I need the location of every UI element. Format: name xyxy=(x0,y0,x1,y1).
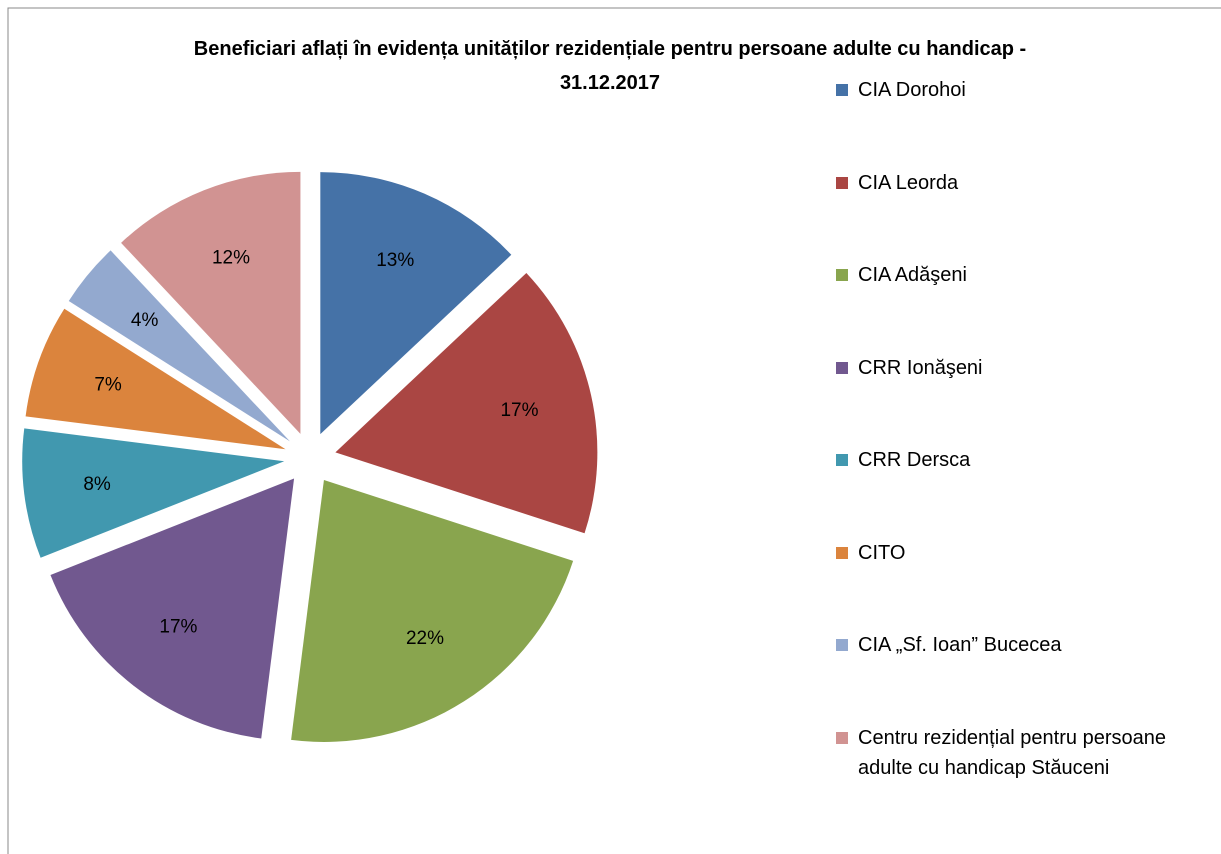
legend-swatch xyxy=(836,546,848,559)
legend-label: CIA Leorda xyxy=(858,171,959,194)
pie-slice xyxy=(22,428,285,558)
data-label: 22% xyxy=(406,628,444,649)
legend-swatch xyxy=(836,454,848,466)
legend-label: CRR Ionăşeni xyxy=(858,356,983,379)
data-label: 8% xyxy=(83,474,111,495)
data-label: 17% xyxy=(159,617,197,638)
pie-slice xyxy=(320,172,512,435)
pie-slice xyxy=(68,250,290,442)
data-label: 12% xyxy=(212,247,250,268)
legend-label: Centru rezidențial pentru persoane adult… xyxy=(858,726,1166,779)
legend-label: CIA Adăşeni xyxy=(858,264,967,286)
legend-swatch xyxy=(836,639,848,651)
legend-label: CIA „Sf. Ioan” Bucecea xyxy=(858,634,1062,656)
data-label: 13% xyxy=(376,250,414,271)
legend-swatch xyxy=(836,176,848,189)
pie-slice xyxy=(50,478,295,739)
legend-label: CITO xyxy=(858,541,906,564)
chart-title: Beneficiari aflați în evidența unitățilo… xyxy=(193,38,1027,94)
legend-label: CIA Dorohoi xyxy=(858,79,966,101)
data-label: 4% xyxy=(131,310,159,331)
pie-slice xyxy=(335,272,598,534)
legend-swatch xyxy=(836,84,848,96)
data-label: 17% xyxy=(500,400,538,421)
data-label: 7% xyxy=(94,374,122,395)
pie-slice xyxy=(291,479,574,742)
legend-swatch xyxy=(836,731,848,744)
legend-label: CRR Dersca xyxy=(858,449,971,471)
legend-swatch xyxy=(836,269,848,281)
pie-slice xyxy=(25,308,286,450)
legend-swatch xyxy=(836,361,848,374)
chart-border xyxy=(7,7,1221,854)
pie-slice xyxy=(121,171,301,434)
